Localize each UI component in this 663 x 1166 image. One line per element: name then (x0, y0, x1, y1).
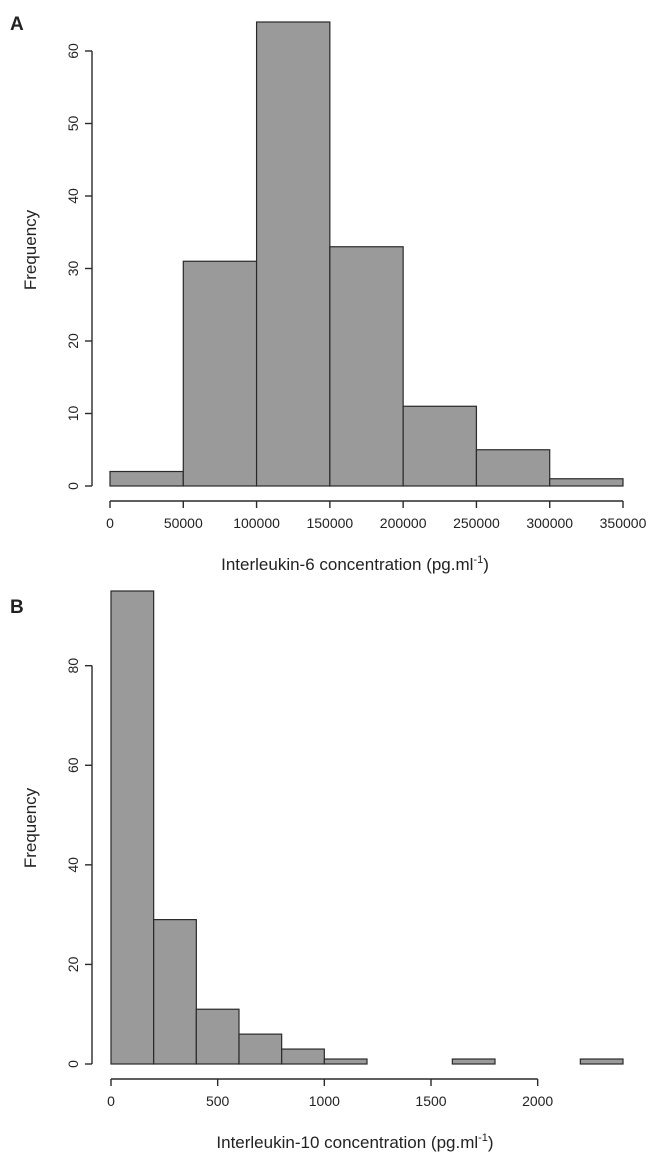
x-tick-label-b-0: 0 (107, 1093, 115, 1109)
x-axis-title-b: Interleukin-10 concentration (pg.ml-1) (216, 1132, 493, 1152)
x-tick-label-a-1: 50000 (164, 515, 203, 531)
x-tick-label-a-0: 0 (106, 515, 114, 531)
x-axis-title-a-sup: -1 (473, 554, 483, 566)
y-tick-label-a-3: 30 (65, 261, 81, 277)
histogram-bar-b-1 (153, 919, 197, 1065)
y-tick-label-b-1: 20 (65, 956, 81, 972)
histogram-bar-a-0 (109, 470, 184, 487)
y-tick-label-b-2: 40 (65, 857, 81, 873)
x-axis-title-a: Interleukin-6 concentration (pg.ml-1) (221, 554, 489, 574)
histogram-bar-b-4 (281, 1048, 325, 1065)
y-tick-label-b-4: 80 (65, 658, 81, 674)
y-tick-label-a-5: 50 (65, 116, 81, 132)
x-tick-label-b-1: 500 (206, 1093, 230, 1109)
x-tick-label-a-2: 100000 (233, 515, 280, 531)
x-axis-title-b-end: ) (488, 1133, 494, 1152)
histogram-bar-b-11 (579, 1058, 624, 1065)
histogram-bar-a-3 (329, 246, 404, 487)
x-tick-label-a-6: 300000 (526, 515, 573, 531)
y-tick-label-b-3: 60 (65, 757, 81, 773)
histogram-bar-b-5 (323, 1058, 368, 1065)
y-tick-label-a-1: 10 (65, 406, 81, 422)
x-tick-label-a-5: 250000 (453, 515, 500, 531)
x-axis-title-a-text: Interleukin-6 concentration (pg.ml (221, 555, 473, 574)
histogram-panel-b: B Frequency Interleukin-10 concentration… (10, 590, 624, 1152)
y-axis-title-b: Frequency (21, 787, 40, 868)
x-axis-title-b-text: Interleukin-10 concentration (pg.ml (216, 1133, 478, 1152)
histogram-bar-b-0 (110, 590, 155, 1065)
x-tick-label-b-2: 1000 (309, 1093, 340, 1109)
y-tick-label-a-4: 40 (65, 188, 81, 204)
panel-label-a: A (10, 14, 24, 35)
histogram-bar-a-5 (475, 449, 551, 487)
histogram-bar-b-3 (238, 1033, 283, 1065)
histogram-bar-b-2 (195, 1008, 240, 1065)
x-tick-label-a-4: 200000 (380, 515, 427, 531)
y-tick-label-a-2: 20 (65, 333, 81, 349)
histogram-bar-a-6 (549, 478, 624, 487)
histogram-panel-a: A Frequency Interleukin-6 concentration … (10, 14, 647, 574)
x-tick-label-b-4: 2000 (522, 1093, 553, 1109)
y-tick-label-b-0: 0 (65, 1060, 81, 1068)
x-axis-title-a-end: ) (483, 555, 489, 574)
histogram-bar-a-2 (255, 21, 331, 487)
x-tick-label-a-3: 150000 (306, 515, 353, 531)
x-tick-label-a-7: 350000 (600, 515, 647, 531)
x-axis-title-b-sup: -1 (478, 1132, 488, 1144)
y-axis-title-a: Frequency (21, 209, 40, 290)
histogram-bar-b-8 (451, 1058, 496, 1065)
histogram-bar-a-4 (402, 405, 478, 487)
y-tick-label-a-6: 60 (65, 43, 81, 59)
histogram-bar-a-1 (182, 260, 258, 487)
x-tick-label-b-3: 1500 (415, 1093, 446, 1109)
panel-label-b: B (10, 597, 24, 618)
y-tick-label-a-0: 0 (65, 482, 81, 490)
